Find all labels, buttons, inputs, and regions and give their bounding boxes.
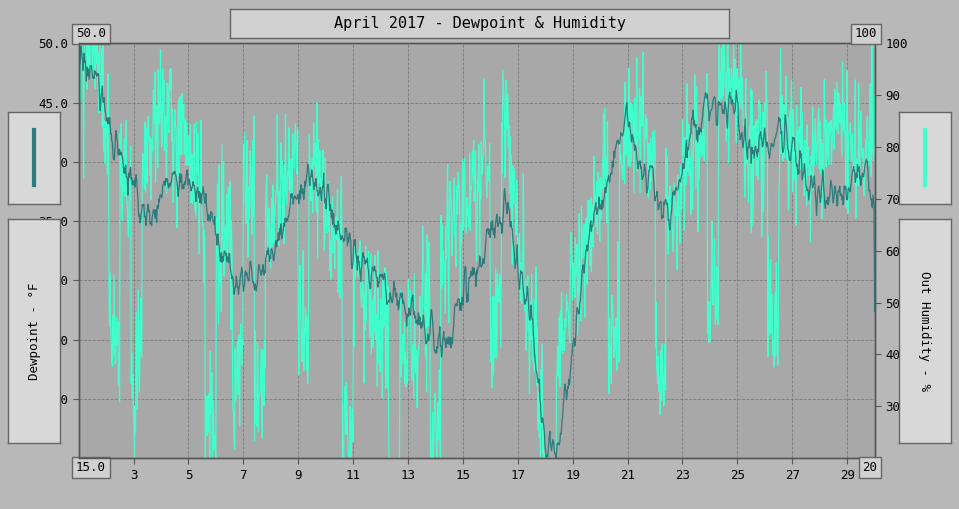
- Text: Out Humidity - %: Out Humidity - %: [919, 271, 931, 391]
- Text: 15.0: 15.0: [76, 461, 105, 474]
- Text: 20: 20: [862, 461, 877, 474]
- Text: April 2017 - Dewpoint & Humidity: April 2017 - Dewpoint & Humidity: [334, 16, 625, 31]
- Text: Dewpoint - °F: Dewpoint - °F: [28, 282, 40, 380]
- Text: 50.0: 50.0: [76, 27, 105, 41]
- Text: 100: 100: [854, 27, 877, 41]
